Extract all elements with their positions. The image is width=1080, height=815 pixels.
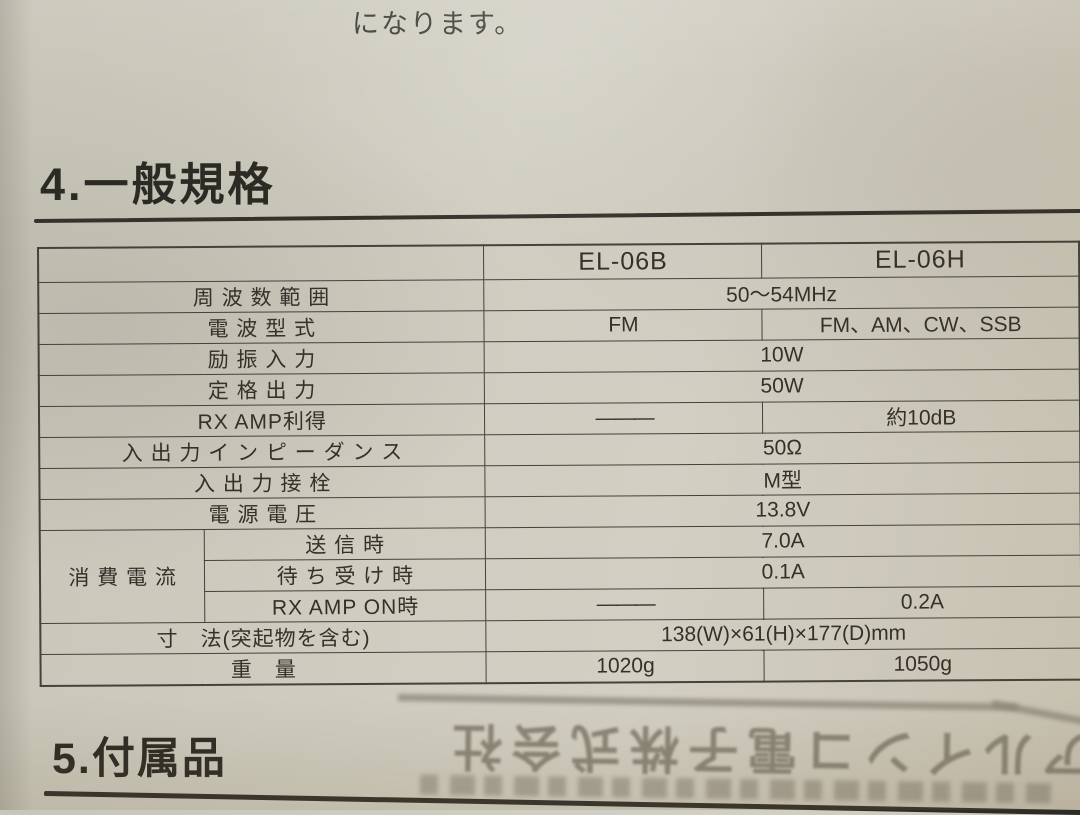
spec-column-header: EL-06H bbox=[761, 241, 1080, 279]
spec-value-cell: 1050g bbox=[764, 648, 1080, 682]
spec-value-cell: 138(W)×61(H)×177(D)mm bbox=[486, 617, 1080, 652]
spec-label-cell: 励 振 入 力 bbox=[38, 341, 485, 376]
spec-label-cell: 待 ち 受 け 時 bbox=[204, 558, 487, 592]
spec-value-cell: ——— bbox=[486, 588, 765, 621]
spec-value-cell: 10W bbox=[484, 338, 1080, 373]
spec-value-cell: M型 bbox=[485, 462, 1080, 497]
spec-value-cell: 1020g bbox=[486, 650, 765, 684]
spec-column-header bbox=[38, 245, 485, 283]
spec-label-cell: 寸 法(突起物を含む) bbox=[40, 620, 487, 655]
spec-row: 重 量 1020g 1050g bbox=[40, 648, 1080, 686]
spec-value-cell: 0.2A bbox=[764, 586, 1080, 620]
spec-label-cell: RX AMP ON時 bbox=[204, 589, 487, 623]
spec-table: EL-06B EL-06H 周 波 数 範 囲 50〜54MHz 電 波 型 式 FM F… bbox=[37, 240, 1080, 687]
spec-label-cell: 電 波 型 式 bbox=[38, 310, 485, 345]
spec-value-cell: 0.1A bbox=[485, 555, 1080, 590]
spec-label-cell: 送 信 時 bbox=[204, 527, 486, 561]
spec-table-body: 周 波 数 範 囲 50〜54MHz 電 波 型 式 FM FM、AM、CW、SSB 励 … bbox=[38, 276, 1080, 686]
spec-value-cell: 50W bbox=[484, 369, 1080, 404]
spec-value-cell: 7.0A bbox=[485, 524, 1080, 559]
spec-value-cell: 13.8V bbox=[485, 493, 1080, 528]
spec-label-cell: 入 出 力 接 栓 bbox=[39, 465, 486, 500]
spec-label-cell: 重 量 bbox=[40, 651, 487, 686]
spec-label-cell: 電 源 電 圧 bbox=[39, 496, 486, 531]
spec-value-cell: FM bbox=[484, 309, 763, 342]
spec-value-cell: 約10dB bbox=[762, 400, 1080, 434]
spec-label-cell: 定 格 出 力 bbox=[38, 372, 485, 407]
spec-label-cell: 消 費 電 流 bbox=[39, 529, 206, 624]
show-through-company-text: アルインコ電子株式会社 bbox=[443, 717, 1080, 783]
spec-value-cell: 50〜54MHz bbox=[484, 276, 1080, 311]
spec-label-cell: 周 波 数 範 囲 bbox=[38, 279, 485, 314]
spec-label-cell: 入 出 力 イ ン ピ ー ダ ン ス bbox=[39, 434, 486, 469]
spec-column-header: EL-06B bbox=[483, 243, 763, 280]
section-heading-accessories: 5.付属品 bbox=[52, 735, 227, 783]
spec-label-cell: RX AMP利得 bbox=[38, 403, 486, 438]
spec-value-cell: ——— bbox=[484, 402, 764, 435]
section-heading-spec: 4.一般規格 bbox=[40, 159, 276, 210]
spec-value-cell: 50Ω bbox=[485, 431, 1080, 466]
top-partial-sentence: になります。 bbox=[352, 9, 524, 39]
spec-value-cell: FM、AM、CW、SSB bbox=[762, 307, 1080, 341]
